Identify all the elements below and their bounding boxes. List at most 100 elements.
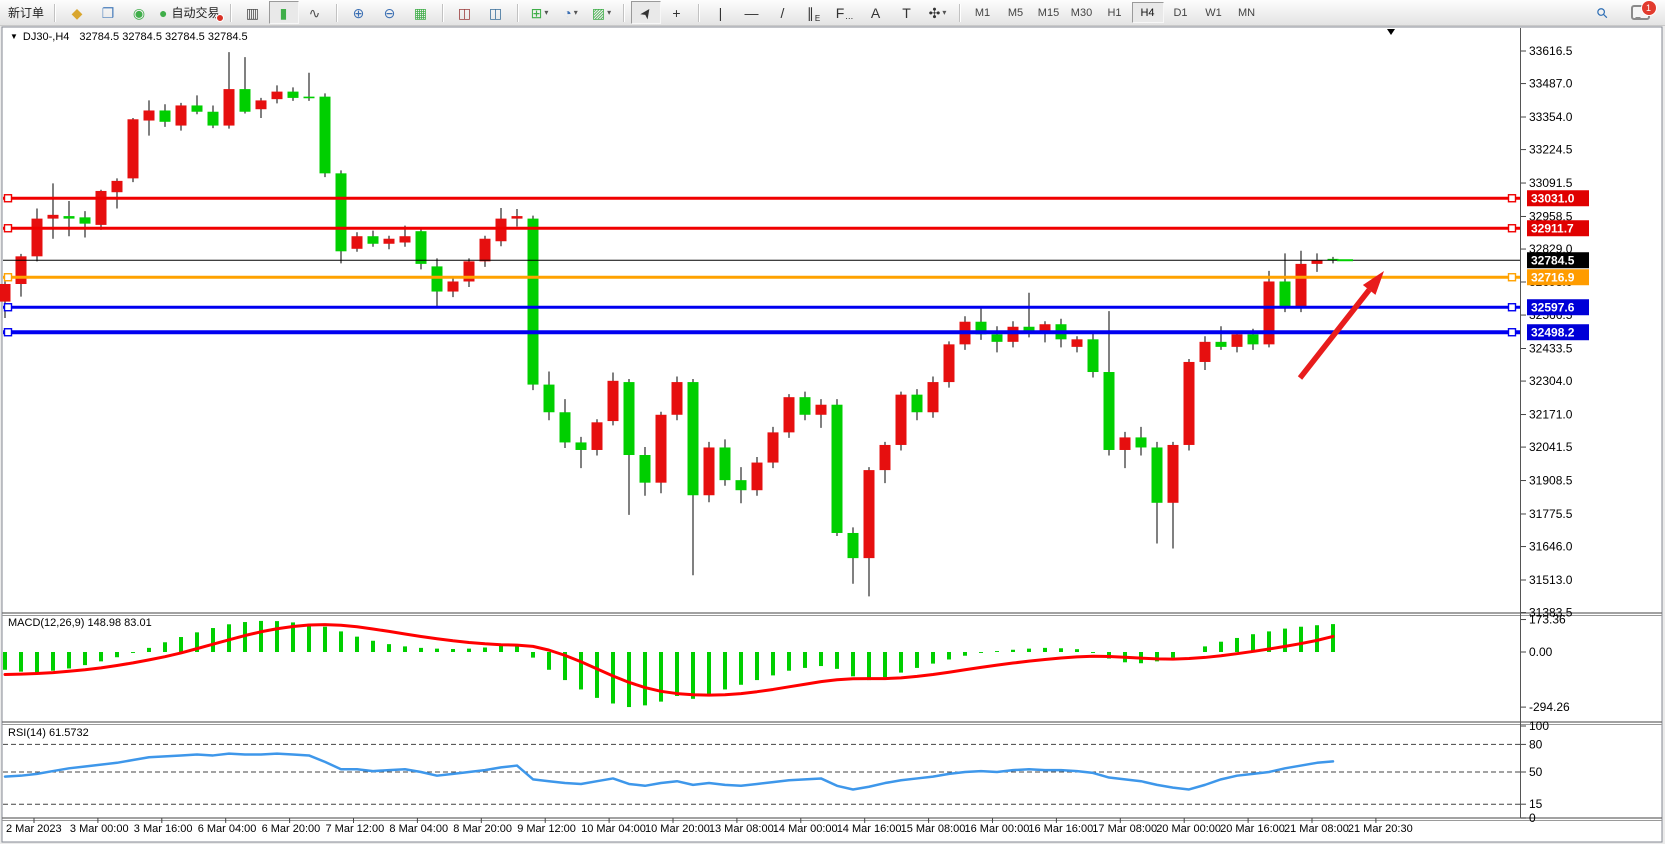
vertical-line-button[interactable]: | bbox=[706, 1, 736, 24]
line-drag-handle[interactable] bbox=[1507, 194, 1517, 203]
autotrading-button[interactable]: ● 自动交易 bbox=[155, 1, 224, 24]
bar-chart-button[interactable]: ▥ bbox=[238, 1, 268, 24]
label-button[interactable]: T bbox=[892, 1, 922, 24]
candle bbox=[415, 231, 427, 264]
price-tick-label: 31513.0 bbox=[1529, 573, 1573, 587]
data-window-icon[interactable]: ❐ bbox=[93, 1, 123, 24]
collapse-indicator-icon[interactable]: ▼ bbox=[10, 32, 18, 41]
candle bbox=[703, 447, 715, 496]
rsi-indicator-label: RSI(14) 61.5732 bbox=[8, 727, 89, 739]
symbol-period-label: DJ30-,H4 bbox=[22, 31, 70, 43]
line-chart-button[interactable]: ∿ bbox=[300, 1, 330, 24]
price-tick-label: 32171.0 bbox=[1529, 408, 1573, 422]
dropdown-caret-icon: ▾ bbox=[942, 8, 947, 17]
indicator-window-down-glyph: ◫ bbox=[488, 4, 503, 21]
notification-count-badge: 1 bbox=[1640, 0, 1657, 16]
market-watch-icon[interactable]: ◆ bbox=[62, 1, 92, 24]
autotrading-button-label: 自动交易 bbox=[171, 6, 220, 20]
candle bbox=[255, 100, 267, 110]
tile-windows-button[interactable]: ▦ bbox=[406, 1, 436, 24]
line-drag-handle[interactable] bbox=[1507, 303, 1517, 312]
toolbar-separator bbox=[958, 3, 961, 22]
candle bbox=[479, 238, 491, 262]
text-button[interactable]: A bbox=[861, 1, 891, 24]
candle bbox=[783, 397, 795, 433]
toolbar-separator bbox=[229, 3, 232, 22]
line-drag-handle[interactable] bbox=[1507, 328, 1517, 337]
tf-m30[interactable]: M30 bbox=[1070, 6, 1093, 19]
time-axis-label: 21 Mar 08:00 bbox=[1284, 823, 1349, 835]
notifications-button[interactable]: 1 bbox=[1625, 0, 1657, 24]
line-drag-handle[interactable] bbox=[1507, 273, 1517, 282]
arrows-button[interactable]: ✣ ▾ bbox=[923, 1, 953, 24]
price-badge bbox=[1527, 190, 1589, 207]
time-axis-label: 10 Mar 20:00 bbox=[645, 823, 710, 835]
tf-m15[interactable]: M15 bbox=[1037, 6, 1060, 19]
tile-windows-glyph: ▦ bbox=[413, 4, 428, 21]
candle bbox=[175, 105, 187, 126]
candle bbox=[47, 214, 59, 219]
tf-m5[interactable]: M5 bbox=[1007, 6, 1024, 19]
indicator-window-down-button[interactable]: ◫ bbox=[481, 1, 511, 24]
trend-arrow-annotation[interactable] bbox=[1297, 288, 1372, 380]
horizontal-line-button[interactable]: — bbox=[737, 1, 767, 24]
candle bbox=[399, 236, 411, 243]
tf-d1[interactable]: D1 bbox=[1173, 6, 1188, 19]
new-order-button-label: 新订单 bbox=[8, 6, 45, 20]
channel-button[interactable]: ∥ E bbox=[806, 4, 821, 24]
dropdown-caret-icon: ▾ bbox=[544, 8, 549, 17]
tf-mn[interactable]: MN bbox=[1237, 6, 1256, 19]
candle bbox=[0, 283, 11, 302]
candlestick-chart-glyph: ▮ bbox=[279, 4, 288, 21]
period-button[interactable]: ◔ ▾ bbox=[556, 1, 586, 24]
toolbar-separator bbox=[516, 3, 519, 22]
line-drag-handle[interactable] bbox=[3, 303, 13, 312]
candle bbox=[1311, 260, 1323, 264]
zoom-in-button[interactable]: ⊕ bbox=[344, 1, 374, 24]
candle bbox=[975, 321, 987, 335]
macd-signal-line bbox=[3, 623, 1335, 697]
horizontal-line-glyph: — bbox=[744, 4, 759, 21]
indicator-window-up-glyph: ◫ bbox=[457, 4, 472, 21]
trend-arrow-head bbox=[1362, 271, 1384, 295]
line-drag-handle[interactable] bbox=[3, 273, 13, 282]
candle bbox=[639, 455, 651, 483]
tf-w1[interactable]: W1 bbox=[1205, 6, 1222, 19]
indicator-window-up-button[interactable]: ◫ bbox=[450, 1, 480, 24]
candlestick-chart-button[interactable]: ▮ bbox=[268, 1, 299, 24]
time-axis-label: 14 Mar 00:00 bbox=[773, 823, 838, 835]
price-badge-label: 33031.0 bbox=[1531, 192, 1575, 206]
line-drag-handle[interactable] bbox=[3, 328, 13, 337]
time-axis-label: 16 Mar 00:00 bbox=[965, 823, 1030, 835]
candle bbox=[1119, 437, 1131, 450]
quote-values: 32784.5 32784.5 32784.5 32784.5 bbox=[79, 31, 248, 43]
line-drag-handle[interactable] bbox=[3, 194, 13, 203]
line-drag-handle[interactable] bbox=[3, 224, 13, 233]
template-glyph: ▨ bbox=[591, 4, 606, 21]
price-tick-label: 32958.5 bbox=[1529, 209, 1573, 223]
top-marker-triangle bbox=[1387, 29, 1395, 35]
toolbar-right-group: ⚲ 1 bbox=[1587, 0, 1661, 24]
zoom-out-button[interactable]: ⊖ bbox=[375, 1, 405, 24]
fibonacci-button[interactable]: F ⋯ bbox=[835, 4, 854, 24]
trendline-button[interactable]: / bbox=[768, 1, 798, 24]
line-drag-handle[interactable] bbox=[1507, 224, 1517, 233]
tf-h1[interactable]: H1 bbox=[1107, 6, 1122, 19]
tf-h4[interactable]: H4 bbox=[1131, 2, 1164, 23]
cursor-button[interactable]: ➤ bbox=[630, 1, 661, 24]
time-axis-label: 20 Mar 16:00 bbox=[1220, 823, 1285, 835]
time-axis-label: 20 Mar 00:00 bbox=[1156, 823, 1221, 835]
candle bbox=[799, 397, 811, 415]
tf-m1[interactable]: M1 bbox=[974, 6, 991, 19]
candle bbox=[511, 216, 523, 219]
candle bbox=[191, 105, 203, 112]
add-indicator-button[interactable]: ⊞ ▾ bbox=[525, 1, 555, 24]
template-button[interactable]: ▨ ▾ bbox=[587, 1, 617, 24]
candle bbox=[607, 380, 619, 422]
candle bbox=[463, 261, 475, 282]
new-order-button[interactable]: 新订单 bbox=[4, 1, 48, 24]
crosshair-button[interactable]: + bbox=[662, 1, 692, 24]
arrows-glyph: ✣ bbox=[928, 4, 941, 21]
navigator-icon[interactable]: ◉ bbox=[124, 1, 154, 24]
